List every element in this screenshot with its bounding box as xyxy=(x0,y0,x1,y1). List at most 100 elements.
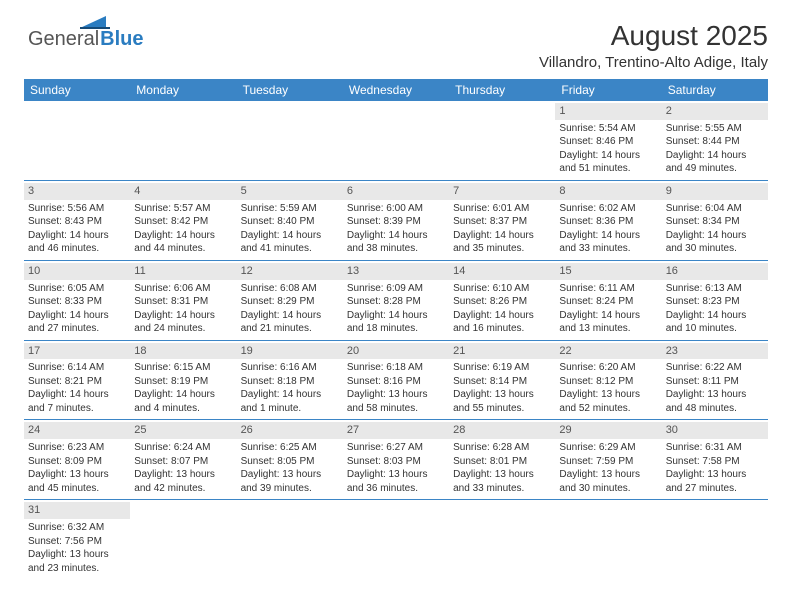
sunrise-text: Sunrise: 6:06 AM xyxy=(134,282,232,296)
weekday-header: Wednesday xyxy=(343,79,449,101)
calendar-cell xyxy=(130,101,236,180)
weekday-header: Monday xyxy=(130,79,236,101)
sunrise-text: Sunrise: 6:24 AM xyxy=(134,441,232,455)
sunrise-text: Sunrise: 6:05 AM xyxy=(28,282,126,296)
daylight-text: Daylight: 14 hours and 24 minutes. xyxy=(134,309,232,336)
calendar-cell: 27Sunrise: 6:27 AMSunset: 8:03 PMDayligh… xyxy=(343,420,449,500)
calendar-cell: 4Sunrise: 5:57 AMSunset: 8:42 PMDaylight… xyxy=(130,180,236,260)
sunset-text: Sunset: 8:26 PM xyxy=(453,295,551,309)
sunset-text: Sunset: 8:34 PM xyxy=(666,215,764,229)
sunrise-text: Sunrise: 5:55 AM xyxy=(666,122,764,136)
calendar-row: 24Sunrise: 6:23 AMSunset: 8:09 PMDayligh… xyxy=(24,420,768,500)
day-number: 14 xyxy=(449,263,555,280)
sunset-text: Sunset: 8:23 PM xyxy=(666,295,764,309)
sunset-text: Sunset: 8:19 PM xyxy=(134,375,232,389)
sunset-text: Sunset: 8:24 PM xyxy=(559,295,657,309)
calendar-cell xyxy=(130,500,236,579)
day-number: 26 xyxy=(237,422,343,439)
calendar-cell: 22Sunrise: 6:20 AMSunset: 8:12 PMDayligh… xyxy=(555,340,661,420)
sunrise-text: Sunrise: 6:19 AM xyxy=(453,361,551,375)
calendar-cell xyxy=(343,101,449,180)
daylight-text: Daylight: 14 hours and 46 minutes. xyxy=(28,229,126,256)
sunset-text: Sunset: 8:36 PM xyxy=(559,215,657,229)
sunset-text: Sunset: 8:37 PM xyxy=(453,215,551,229)
daylight-text: Daylight: 14 hours and 49 minutes. xyxy=(666,149,764,176)
sunrise-text: Sunrise: 6:09 AM xyxy=(347,282,445,296)
daylight-text: Daylight: 14 hours and 44 minutes. xyxy=(134,229,232,256)
day-number: 3 xyxy=(24,183,130,200)
weekday-header: Thursday xyxy=(449,79,555,101)
sunset-text: Sunset: 7:58 PM xyxy=(666,455,764,469)
day-number: 13 xyxy=(343,263,449,280)
daylight-text: Daylight: 14 hours and 27 minutes. xyxy=(28,309,126,336)
calendar-cell: 8Sunrise: 6:02 AMSunset: 8:36 PMDaylight… xyxy=(555,180,661,260)
sunrise-text: Sunrise: 6:29 AM xyxy=(559,441,657,455)
day-number: 30 xyxy=(662,422,768,439)
daylight-text: Daylight: 14 hours and 38 minutes. xyxy=(347,229,445,256)
calendar-cell: 12Sunrise: 6:08 AMSunset: 8:29 PMDayligh… xyxy=(237,260,343,340)
calendar-cell: 17Sunrise: 6:14 AMSunset: 8:21 PMDayligh… xyxy=(24,340,130,420)
sunset-text: Sunset: 8:21 PM xyxy=(28,375,126,389)
sunrise-text: Sunrise: 6:20 AM xyxy=(559,361,657,375)
sunset-text: Sunset: 8:11 PM xyxy=(666,375,764,389)
calendar-cell xyxy=(662,500,768,579)
sunrise-text: Sunrise: 6:10 AM xyxy=(453,282,551,296)
calendar-cell xyxy=(555,500,661,579)
calendar-row: 3Sunrise: 5:56 AMSunset: 8:43 PMDaylight… xyxy=(24,180,768,260)
calendar-row: 1Sunrise: 5:54 AMSunset: 8:46 PMDaylight… xyxy=(24,101,768,180)
calendar-cell: 25Sunrise: 6:24 AMSunset: 8:07 PMDayligh… xyxy=(130,420,236,500)
day-number: 17 xyxy=(24,343,130,360)
calendar-cell: 26Sunrise: 6:25 AMSunset: 8:05 PMDayligh… xyxy=(237,420,343,500)
day-number: 18 xyxy=(130,343,236,360)
calendar-cell: 19Sunrise: 6:16 AMSunset: 8:18 PMDayligh… xyxy=(237,340,343,420)
daylight-text: Daylight: 13 hours and 45 minutes. xyxy=(28,468,126,495)
sunset-text: Sunset: 8:03 PM xyxy=(347,455,445,469)
sunrise-text: Sunrise: 6:14 AM xyxy=(28,361,126,375)
sunrise-text: Sunrise: 5:59 AM xyxy=(241,202,339,216)
daylight-text: Daylight: 14 hours and 1 minute. xyxy=(241,388,339,415)
sunset-text: Sunset: 8:44 PM xyxy=(666,135,764,149)
sunrise-text: Sunrise: 6:31 AM xyxy=(666,441,764,455)
day-number: 4 xyxy=(130,183,236,200)
daylight-text: Daylight: 14 hours and 4 minutes. xyxy=(134,388,232,415)
calendar-cell: 2 Sunrise: 5:55 AMSunset: 8:44 PMDaylight… xyxy=(662,101,768,180)
sunrise-text: Sunrise: 6:15 AM xyxy=(134,361,232,375)
logo-text-blue: Blue xyxy=(100,28,143,51)
calendar-cell xyxy=(24,101,130,180)
weekday-header: Saturday xyxy=(662,79,768,101)
sunrise-text: Sunrise: 6:02 AM xyxy=(559,202,657,216)
daylight-text: Daylight: 13 hours and 55 minutes. xyxy=(453,388,551,415)
daylight-text: Daylight: 14 hours and 30 minutes. xyxy=(666,229,764,256)
day-number: 2 xyxy=(662,103,768,120)
weekday-header: Friday xyxy=(555,79,661,101)
day-number: 11 xyxy=(130,263,236,280)
sunset-text: Sunset: 8:39 PM xyxy=(347,215,445,229)
weekday-header: Tuesday xyxy=(237,79,343,101)
daylight-text: Daylight: 14 hours and 33 minutes. xyxy=(559,229,657,256)
day-number: 28 xyxy=(449,422,555,439)
calendar-cell: 14Sunrise: 6:10 AMSunset: 8:26 PMDayligh… xyxy=(449,260,555,340)
sunset-text: Sunset: 8:28 PM xyxy=(347,295,445,309)
daylight-text: Daylight: 13 hours and 58 minutes. xyxy=(347,388,445,415)
calendar-table: Sunday Monday Tuesday Wednesday Thursday… xyxy=(24,79,768,579)
day-number: 7 xyxy=(449,183,555,200)
day-number: 24 xyxy=(24,422,130,439)
daylight-text: Daylight: 14 hours and 10 minutes. xyxy=(666,309,764,336)
daylight-text: Daylight: 13 hours and 36 minutes. xyxy=(347,468,445,495)
sunrise-text: Sunrise: 6:22 AM xyxy=(666,361,764,375)
sunset-text: Sunset: 8:42 PM xyxy=(134,215,232,229)
calendar-cell xyxy=(237,101,343,180)
day-number: 12 xyxy=(237,263,343,280)
sunrise-text: Sunrise: 6:08 AM xyxy=(241,282,339,296)
day-number: 19 xyxy=(237,343,343,360)
day-number: 16 xyxy=(662,263,768,280)
sunset-text: Sunset: 8:12 PM xyxy=(559,375,657,389)
calendar-cell: 29Sunrise: 6:29 AMSunset: 7:59 PMDayligh… xyxy=(555,420,661,500)
daylight-text: Daylight: 13 hours and 39 minutes. xyxy=(241,468,339,495)
calendar-cell: 30Sunrise: 6:31 AMSunset: 7:58 PMDayligh… xyxy=(662,420,768,500)
daylight-text: Daylight: 13 hours and 42 minutes. xyxy=(134,468,232,495)
day-number: 23 xyxy=(662,343,768,360)
calendar-cell: 23Sunrise: 6:22 AMSunset: 8:11 PMDayligh… xyxy=(662,340,768,420)
sunset-text: Sunset: 8:46 PM xyxy=(559,135,657,149)
daylight-text: Daylight: 13 hours and 48 minutes. xyxy=(666,388,764,415)
